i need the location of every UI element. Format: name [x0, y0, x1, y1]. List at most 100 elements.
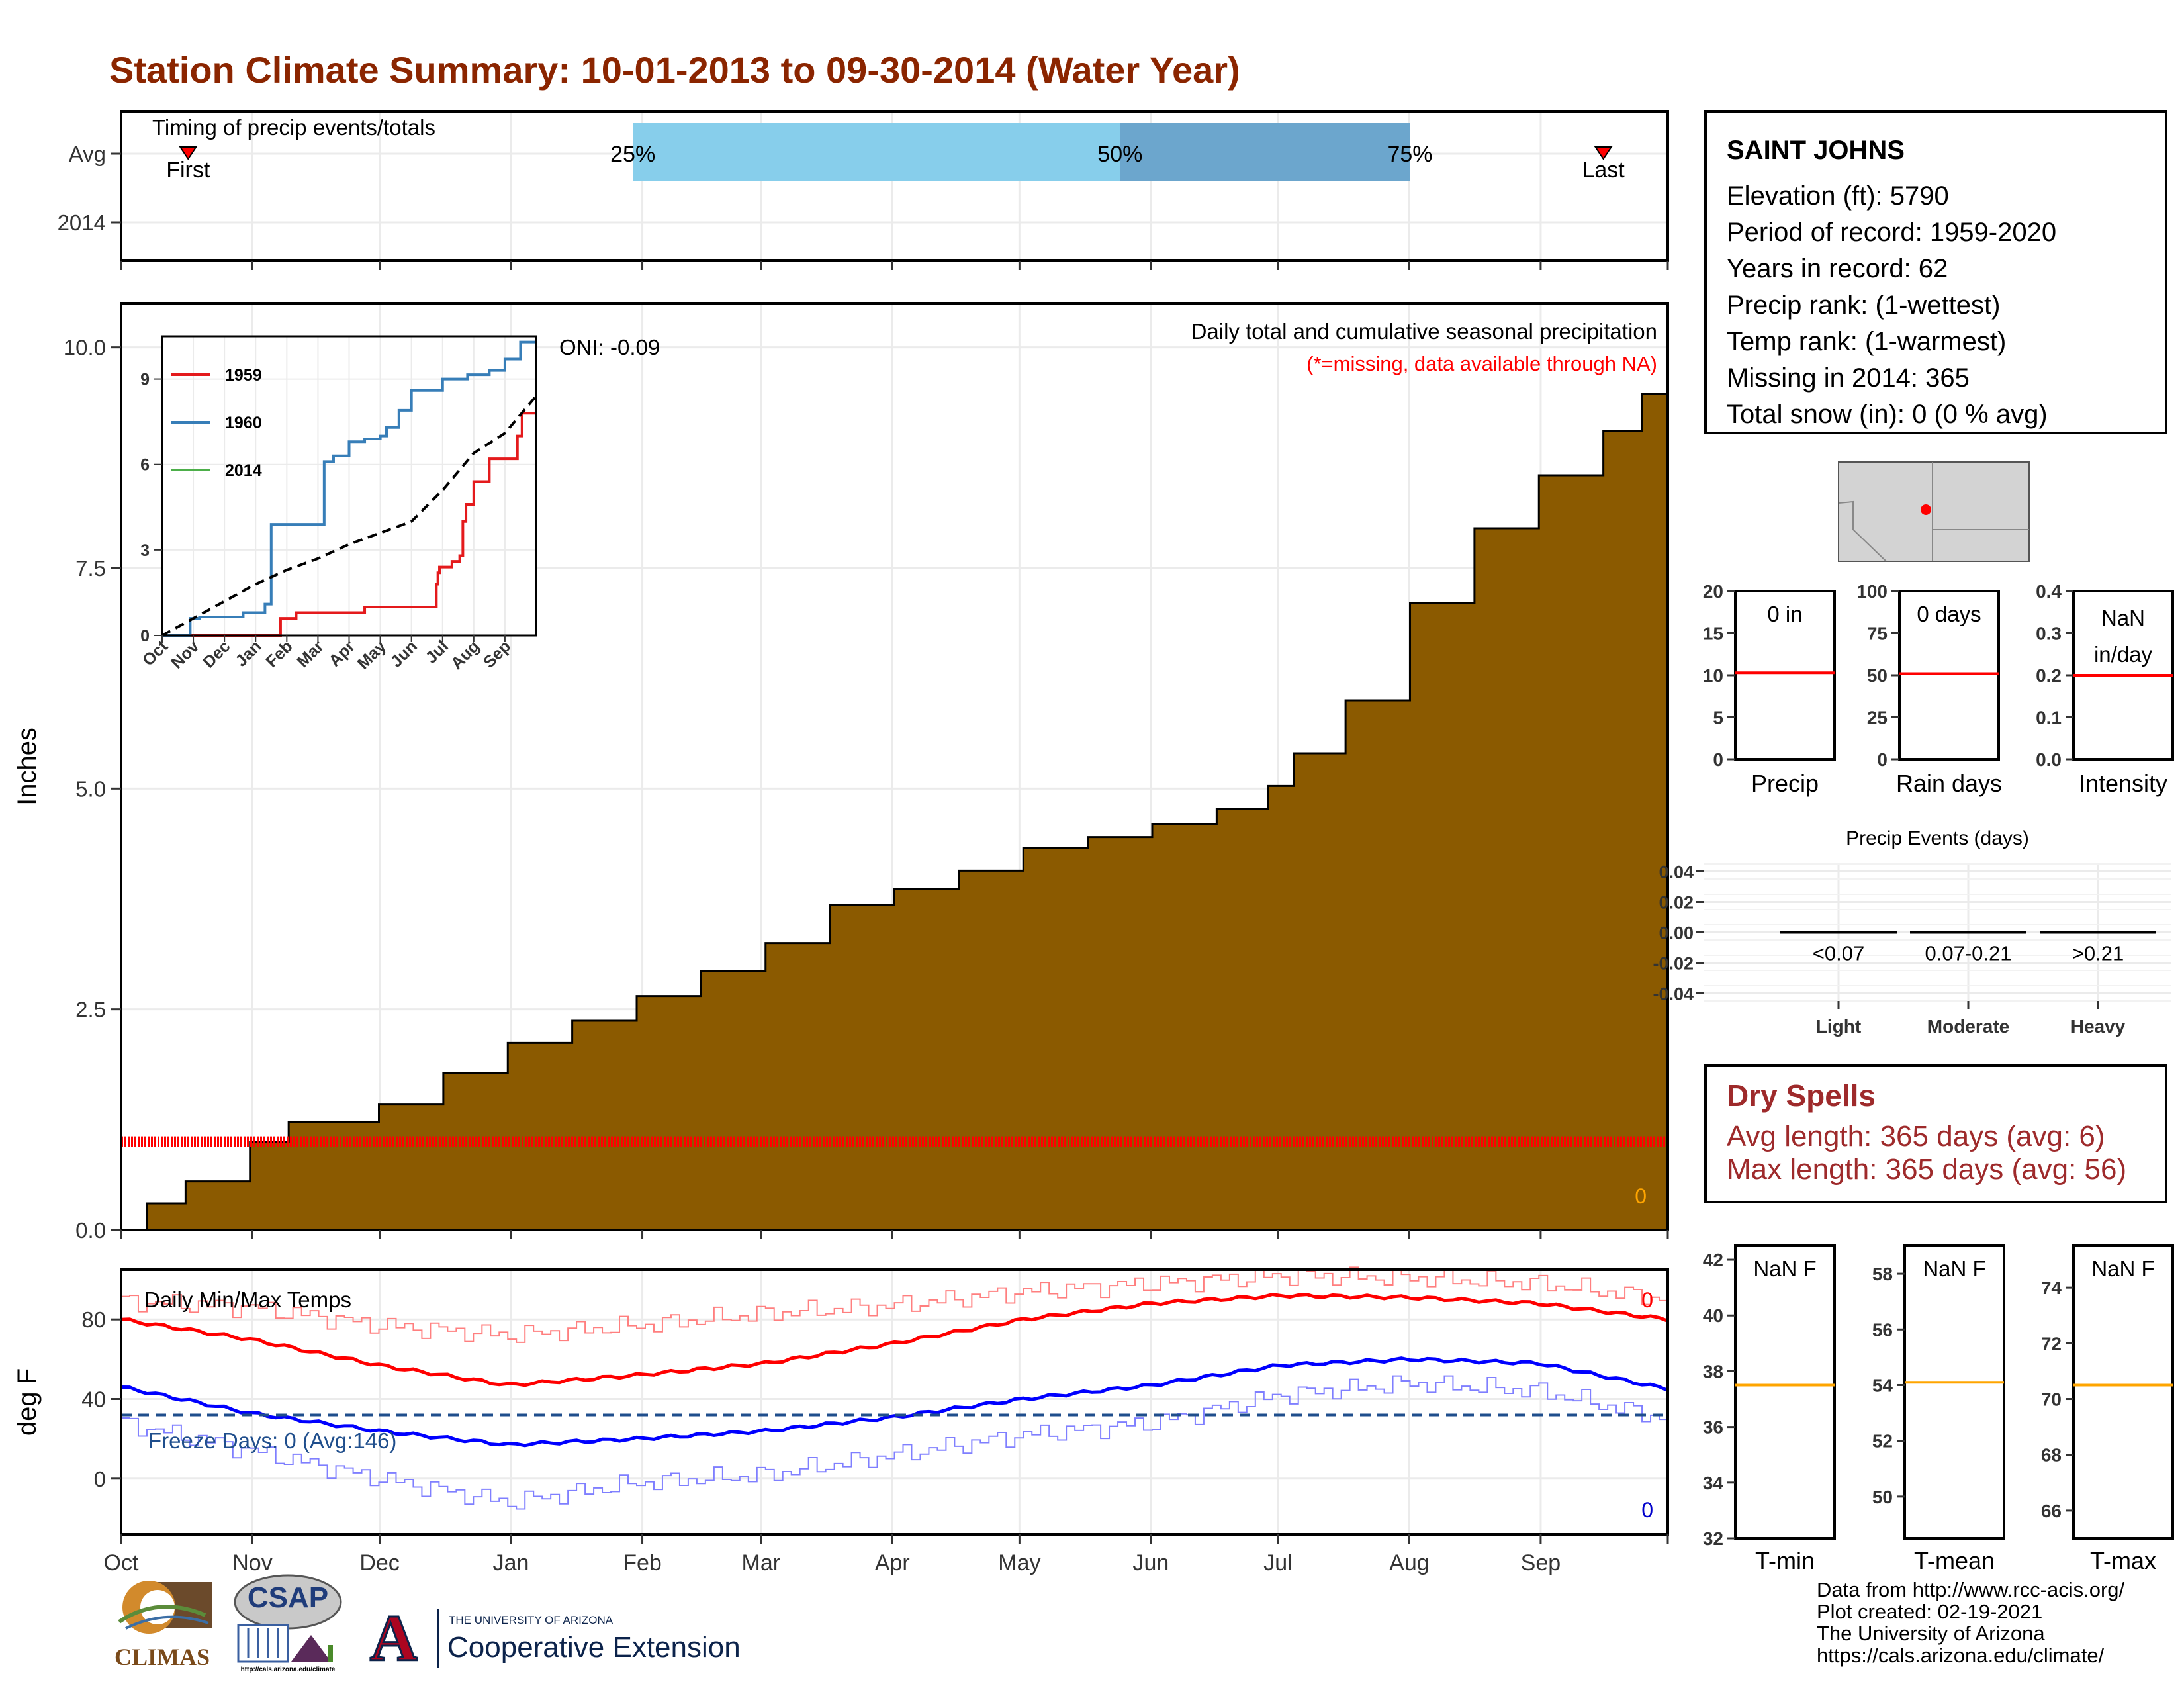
- tmean-gauge-label: NaN F: [1923, 1256, 1985, 1281]
- precip-gauge-label-bg: [1741, 596, 1829, 636]
- temps-y-tick-label: 80: [81, 1307, 106, 1332]
- inset-y-tick-label: 3: [140, 541, 150, 560]
- events-y-tick-label: 0.00: [1659, 923, 1694, 943]
- month-label: Aug: [1389, 1550, 1430, 1575]
- cum-corner-count: 0: [1635, 1184, 1647, 1208]
- month-label: Jan: [493, 1550, 529, 1575]
- climas-wordmark: CLIMAS: [114, 1644, 210, 1670]
- inset-legend-label: 1959: [225, 366, 262, 385]
- tmin-gauge-tick-label: 40: [1703, 1305, 1723, 1326]
- tmean-gauge-tick-label: 58: [1872, 1264, 1893, 1284]
- timing-last-label: Last: [1582, 158, 1625, 183]
- events-title: Precip Events (days): [1846, 827, 2029, 849]
- raindays-gauge-label-bg: [1905, 596, 1993, 636]
- tmin-gauge-frame: [1734, 1244, 1836, 1540]
- intensity-gauge-label: NaN: [2101, 606, 2145, 630]
- inset-series-1959: [162, 390, 537, 637]
- dry-spells-avg: Avg length: 365 days (avg: 6): [1727, 1120, 2105, 1152]
- info-snow: Total snow (in): 0 (0 % avg): [1727, 400, 2048, 429]
- intensity-gauge-tick-label: 0.2: [2036, 665, 2062, 686]
- month-label: Feb: [623, 1550, 662, 1575]
- intensity-gauge-tick-label: 0.0: [2036, 749, 2062, 770]
- events-bar-label: <0.07: [1813, 942, 1864, 965]
- cum-y-tick-label: 2.5: [75, 998, 106, 1022]
- info-temp-rank: Temp rank: (1-warmest): [1727, 327, 2007, 356]
- climas-emblem-icon: [118, 1581, 212, 1634]
- page-title: Station Climate Summary: 10-01-2013 to 0…: [109, 49, 1240, 91]
- record-max-temp-line: [121, 1266, 1668, 1343]
- events-y-tick-label: 0.04: [1659, 863, 1694, 882]
- raindays-gauge-label: 0 days: [1917, 602, 1981, 626]
- month-label: May: [998, 1550, 1040, 1575]
- inset-x-tick-label: Dec: [199, 637, 234, 671]
- timing-row-label: Avg: [69, 142, 106, 166]
- info-missing: Missing in 2014: 365: [1727, 363, 1970, 393]
- tmean-gauge-axis-label: T-mean: [1914, 1547, 1995, 1574]
- tmax-gauge-tick-label: 68: [2041, 1445, 2062, 1466]
- events-bar-label: >0.21: [2072, 942, 2124, 965]
- timing-quartile-label: 50%: [1097, 142, 1142, 167]
- timing-frame: [120, 110, 1669, 262]
- tmean-gauge-label-bg: [1910, 1251, 1999, 1291]
- events-category-label: Moderate: [1927, 1016, 2009, 1037]
- station-info-box: SAINT JOHNS Elevation (ft): 5790 Period …: [1704, 110, 2167, 434]
- intensity-gauge-tick-label: 0.4: [2036, 581, 2062, 602]
- avg-max-temp-line: [120, 1292, 1668, 1387]
- tmean-gauge-tick-label: 54: [1872, 1375, 1893, 1395]
- tmax-gauge-label: NaN F: [2091, 1256, 2154, 1281]
- location-map: [1838, 461, 2030, 562]
- dry-spells-max: Max length: 365 days (avg: 56): [1727, 1153, 2127, 1186]
- month-label: Sep: [1521, 1550, 1561, 1575]
- inset-y-tick-label: 9: [140, 371, 150, 389]
- station-name: SAINT JOHNS: [1727, 136, 1905, 165]
- footer-university: The University of Arizona: [1817, 1622, 2045, 1645]
- month-label: Oct: [104, 1550, 139, 1575]
- precip-gauge-tick-label: 15: [1703, 624, 1723, 644]
- ua-divider: [437, 1609, 439, 1668]
- inset-history-panel: 1959196020140369OctNovDecJanFebMarAprMay…: [139, 335, 537, 673]
- tmin-gauge-label: NaN F: [1753, 1256, 1816, 1281]
- info-elevation: Elevation (ft): 5790: [1727, 181, 1949, 211]
- ua-big-text: Cooperative Extension: [447, 1631, 741, 1664]
- inset-x-tick-label: Feb: [262, 637, 296, 671]
- csap-logo: CSAP http://cals.arizona.edu/climate: [228, 1572, 347, 1678]
- inset-x-tick-label: Jul: [422, 637, 452, 667]
- temps-y-tick-label: 40: [81, 1387, 106, 1411]
- inset-x-tick-label: Nov: [167, 637, 203, 672]
- cum-y-axis-label: Inches: [13, 727, 42, 806]
- dry-spells-title: Dry Spells: [1727, 1078, 1876, 1113]
- raindays-gauge-tick-label: 0: [1877, 749, 1888, 770]
- inset-x-tick-label: Apr: [325, 637, 358, 670]
- events-category-label: Light: [1816, 1016, 1861, 1037]
- station-location-dot: [1921, 504, 1931, 515]
- events-y-tick-label: -0.04: [1653, 984, 1694, 1004]
- cum-y-tick-label: 7.5: [75, 556, 106, 581]
- temps-max-count: 0: [1641, 1288, 1653, 1312]
- map-state-border: [1838, 500, 1887, 562]
- info-years: Years in record: 62: [1727, 254, 1948, 283]
- inset-x-tick-label: Aug: [447, 637, 483, 673]
- inset-legend-label: 2014: [225, 461, 262, 480]
- timing-last-marker: [1594, 146, 1613, 160]
- timing-bar-q1: [633, 123, 1120, 181]
- inset-y-tick-label: 0: [140, 627, 150, 645]
- record-min-temp-line: [121, 1375, 1668, 1510]
- month-label: Dec: [359, 1550, 399, 1575]
- tmax-gauge-frame: [2072, 1244, 2174, 1540]
- raindays-gauge-axis-label: Rain days: [1896, 770, 2002, 797]
- footer-source: Data from http://www.rcc-acis.org/: [1817, 1578, 2125, 1601]
- inset-y-tick-label: 6: [140, 456, 150, 475]
- tmean-gauge-frame: [1903, 1244, 2005, 1540]
- tmax-gauge-label-bg: [2079, 1251, 2167, 1291]
- tmax-gauge-axis-label: T-max: [2090, 1547, 2156, 1574]
- raindays-gauge-tick-label: 25: [1867, 708, 1888, 728]
- tmin-gauge-axis-label: T-min: [1755, 1547, 1815, 1574]
- precip-gauge-axis-label: Precip: [1751, 770, 1819, 797]
- intensity-gauge-axis-label: Intensity: [2079, 770, 2167, 797]
- inset-x-tick-label: May: [354, 637, 390, 673]
- temps-y-axis-label: deg F: [13, 1368, 42, 1436]
- cum-subtitle: (*=missing, data available through NA): [1306, 352, 1657, 375]
- month-label: Mar: [742, 1550, 781, 1575]
- tmax-gauge-tick-label: 72: [2041, 1333, 2062, 1354]
